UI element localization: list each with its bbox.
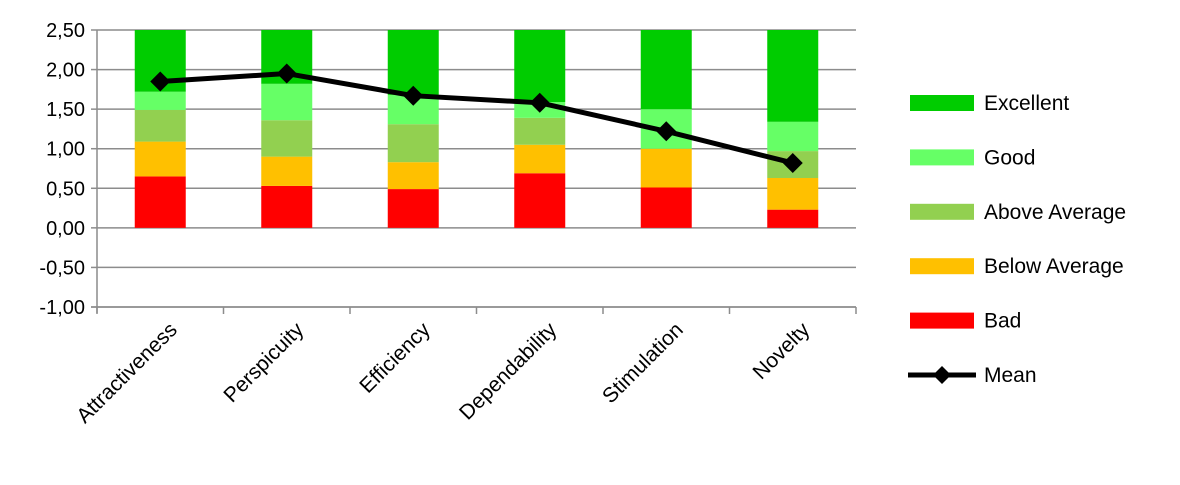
bar-segment-below-average: [134, 141, 186, 177]
legend-swatch: [910, 149, 974, 166]
legend-swatch: [910, 203, 974, 220]
bar-segment-below-average: [261, 156, 313, 186]
legend-label: Bad: [984, 310, 1021, 333]
mean-point: [782, 152, 803, 173]
x-category-label: Perspicuity: [219, 318, 308, 407]
mean-line: [160, 71, 794, 166]
y-tick-label: 2,50: [46, 20, 85, 42]
bar-segment-below-average: [514, 144, 566, 174]
legend-label: Good: [984, 146, 1035, 169]
bar-segment-good: [134, 91, 186, 110]
x-category-label: Efficiency: [355, 318, 435, 398]
axes: [91, 29, 857, 314]
mean-line-series: [150, 63, 803, 173]
mean-point: [403, 85, 424, 106]
y-tick-label: -0,50: [39, 257, 85, 279]
bar-segment-above-average: [261, 120, 313, 157]
bar-segment-bad: [640, 187, 692, 228]
legend-swatch: [910, 312, 974, 329]
bar-segment-below-average: [387, 162, 439, 190]
x-category-label: Novelty: [749, 318, 815, 384]
y-tick-labels: 2,50 2,00 1,50 1,00 0,50 0,00 -0,50 -1,00: [39, 20, 85, 319]
bar-segment-bad: [514, 173, 566, 228]
x-category-label: Attractiveness: [72, 318, 182, 428]
legend-label: Mean: [984, 364, 1037, 387]
gridlines: [97, 29, 856, 308]
bar-segment-above-average: [514, 117, 566, 145]
bar-segment-above-average: [134, 109, 186, 142]
legend-swatch: [910, 95, 974, 111]
bar-segment-excellent: [767, 30, 819, 122]
mean-point: [529, 92, 550, 113]
bars: [134, 30, 819, 228]
bar-segment-good: [261, 83, 313, 121]
legend-label: Excellent: [984, 92, 1069, 115]
mean-point: [656, 121, 677, 142]
x-category-labels: Attractiveness Perspicuity Efficiency Depen…: [72, 318, 814, 428]
legend-mean-marker: [933, 366, 951, 384]
y-tick-label: -1,00: [39, 297, 85, 319]
bar-segment-below-average: [640, 148, 692, 188]
y-tick-label: 0,00: [46, 218, 85, 240]
y-tick-label: 0,50: [46, 178, 85, 200]
legend-label: Above Average: [984, 201, 1126, 224]
bar-segment-bad: [767, 209, 819, 228]
bar-segment-good: [767, 121, 819, 152]
legend: Excellent Good Above Average Below Average B…: [908, 92, 1126, 387]
legend-swatch: [910, 258, 974, 275]
legend-label: Below Average: [984, 255, 1124, 278]
bar-segment-below-average: [767, 177, 819, 210]
bar-segment-bad: [387, 189, 439, 228]
x-category-label: Dependability: [455, 318, 562, 425]
bar-segment-bad: [261, 185, 313, 228]
bar-segment-excellent: [640, 30, 692, 110]
bar-segment-excellent: [514, 30, 566, 103]
bar-segment-bad: [134, 176, 186, 228]
bar-segment-above-average: [387, 124, 439, 163]
mean-point: [150, 71, 171, 92]
mean-point: [276, 63, 297, 84]
y-tick-label: 2,00: [46, 60, 85, 82]
bar-segment-excellent: [387, 30, 439, 95]
x-category-label: Stimulation: [598, 318, 688, 408]
y-tick-label: 1,50: [46, 99, 85, 121]
y-tick-label: 1,00: [46, 139, 85, 161]
